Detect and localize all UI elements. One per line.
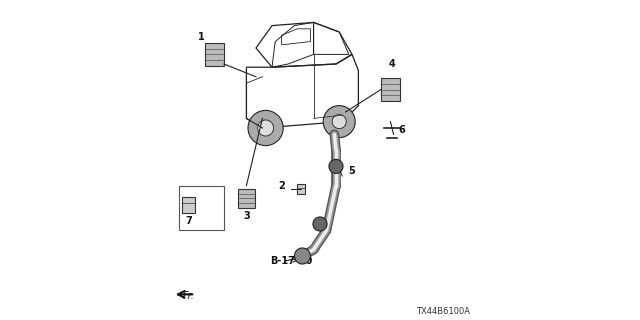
Circle shape	[248, 110, 284, 146]
Bar	[179, 186, 224, 230]
Circle shape	[258, 120, 274, 136]
Bar	[297, 184, 305, 194]
Text: 4: 4	[388, 59, 396, 69]
Circle shape	[313, 217, 327, 231]
Text: Fr.: Fr.	[182, 291, 195, 301]
Bar	[381, 78, 400, 101]
Text: 1: 1	[198, 32, 205, 42]
Text: 3: 3	[243, 211, 250, 221]
Text: 5: 5	[349, 166, 355, 176]
Circle shape	[332, 115, 346, 129]
Circle shape	[323, 106, 355, 138]
Text: B-17-20: B-17-20	[270, 256, 313, 266]
Circle shape	[294, 248, 310, 264]
Text: 6: 6	[398, 125, 405, 135]
Text: TX44B6100A: TX44B6100A	[417, 307, 470, 316]
Bar	[237, 189, 255, 208]
Text: 7: 7	[186, 216, 192, 226]
Bar	[182, 197, 195, 213]
Text: 2: 2	[278, 181, 285, 191]
Circle shape	[329, 159, 343, 173]
Bar	[205, 43, 224, 66]
